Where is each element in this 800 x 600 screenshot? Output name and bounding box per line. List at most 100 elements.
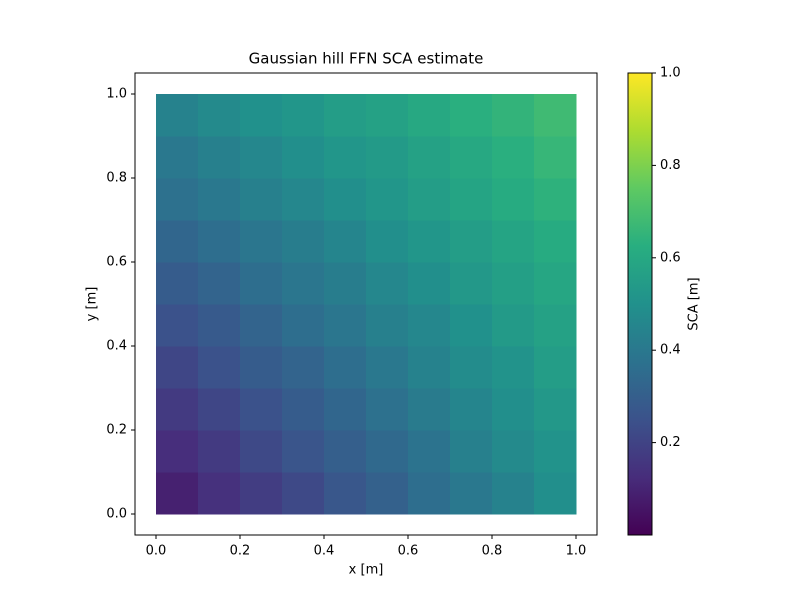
heatmap-cell bbox=[534, 136, 577, 179]
heatmap-cell bbox=[156, 94, 199, 137]
heatmap-cell bbox=[324, 388, 367, 431]
heatmap-cell bbox=[450, 304, 493, 347]
heatmap-cell bbox=[324, 178, 367, 221]
colorbar-tick-label: 0.6 bbox=[660, 250, 681, 265]
heatmap-cell bbox=[492, 430, 535, 473]
heatmap-cell bbox=[408, 94, 451, 137]
heatmap-cell bbox=[534, 346, 577, 389]
heatmap-cell bbox=[198, 346, 241, 389]
heatmap-cell bbox=[198, 262, 241, 305]
y-axis-label: y [m] bbox=[85, 287, 100, 322]
heatmap-cell bbox=[282, 220, 325, 263]
heatmap-cell bbox=[366, 178, 409, 221]
heatmap-cell bbox=[198, 430, 241, 473]
heatmap-cell bbox=[156, 430, 199, 473]
heatmap-cell bbox=[366, 94, 409, 137]
heatmap-cell bbox=[450, 136, 493, 179]
colorbar-tick-label: 1.0 bbox=[660, 66, 681, 81]
colorbar-tick-label: 0.4 bbox=[660, 343, 681, 358]
heatmap-cell bbox=[240, 346, 283, 389]
chart-title: Gaussian hill FFN SCA estimate bbox=[249, 50, 484, 68]
colorbar bbox=[627, 72, 653, 536]
y-tick-label: 0.4 bbox=[106, 339, 127, 354]
heatmap-cell bbox=[366, 304, 409, 347]
heatmap-cell bbox=[534, 304, 577, 347]
heatmap-cell bbox=[282, 178, 325, 221]
heatmap-cell bbox=[492, 472, 535, 515]
heatmap-cell bbox=[198, 388, 241, 431]
heatmap-cell bbox=[408, 178, 451, 221]
heatmap-cell bbox=[534, 178, 577, 221]
heatmap-cell bbox=[408, 304, 451, 347]
y-tick-label: 0.6 bbox=[106, 255, 127, 270]
heatmap-cell bbox=[408, 430, 451, 473]
colorbar-tick-label: 0.8 bbox=[660, 158, 681, 173]
heatmap-cell bbox=[282, 430, 325, 473]
heatmap-cell bbox=[324, 346, 367, 389]
heatmap-cell bbox=[492, 388, 535, 431]
heatmap-cell bbox=[450, 94, 493, 137]
heatmap-cell bbox=[240, 136, 283, 179]
y-tick-label: 0.2 bbox=[106, 423, 127, 438]
heatmap-cell bbox=[156, 178, 199, 221]
heatmap-cell bbox=[198, 220, 241, 263]
heatmap-cell bbox=[366, 220, 409, 263]
x-tick-label: 0.4 bbox=[314, 544, 335, 559]
heatmap-cell bbox=[366, 472, 409, 515]
heatmap-cell bbox=[408, 388, 451, 431]
heatmap-cell bbox=[324, 136, 367, 179]
heatmap-cell bbox=[450, 472, 493, 515]
x-axis-label: x [m] bbox=[349, 563, 384, 578]
heatmap-cell bbox=[450, 346, 493, 389]
heatmap-cell bbox=[282, 304, 325, 347]
heatmap-cell bbox=[492, 304, 535, 347]
heatmap-cell bbox=[534, 262, 577, 305]
y-tick-label: 1.0 bbox=[106, 87, 127, 102]
x-tick-label: 0.0 bbox=[146, 544, 167, 559]
heatmap-cell bbox=[324, 304, 367, 347]
heatmap-cell bbox=[450, 430, 493, 473]
y-tick-label: 0.8 bbox=[106, 171, 127, 186]
heatmap-cell bbox=[282, 136, 325, 179]
heatmap-cell bbox=[282, 94, 325, 137]
colorbar-tick-label: 0.2 bbox=[660, 435, 681, 450]
heatmap-cell bbox=[156, 472, 199, 515]
heatmap-cell bbox=[408, 136, 451, 179]
heatmap-cell bbox=[198, 94, 241, 137]
heatmap-cell bbox=[282, 388, 325, 431]
heatmap-cell bbox=[324, 262, 367, 305]
heatmap-cell bbox=[408, 472, 451, 515]
heatmap-cell bbox=[156, 220, 199, 263]
heatmap-cell bbox=[366, 388, 409, 431]
heatmap-cell bbox=[198, 178, 241, 221]
heatmap-cell bbox=[492, 94, 535, 137]
heatmap-cell bbox=[534, 94, 577, 137]
heatmap-cell bbox=[534, 220, 577, 263]
axes-frame bbox=[134, 72, 598, 536]
x-tick-label: 0.6 bbox=[398, 544, 419, 559]
heatmap-cell bbox=[240, 388, 283, 431]
heatmap-cell bbox=[450, 388, 493, 431]
heatmap-cell bbox=[324, 94, 367, 137]
heatmap-cell bbox=[324, 430, 367, 473]
heatmap-cell bbox=[198, 136, 241, 179]
heatmap-cell bbox=[240, 220, 283, 263]
heatmap-cell bbox=[240, 178, 283, 221]
heatmap-cell bbox=[156, 262, 199, 305]
heatmap-cell bbox=[366, 430, 409, 473]
heatmap-cell bbox=[366, 136, 409, 179]
heatmap-cell bbox=[324, 220, 367, 263]
x-tick-label: 0.2 bbox=[230, 544, 251, 559]
heatmap-cell bbox=[240, 472, 283, 515]
heatmap-cell bbox=[492, 136, 535, 179]
heatmap-cell bbox=[492, 220, 535, 263]
heatmap-cell bbox=[492, 346, 535, 389]
x-tick-label: 1.0 bbox=[566, 544, 587, 559]
heatmap-cell bbox=[450, 220, 493, 263]
heatmap-cell bbox=[282, 346, 325, 389]
colorbar-label: SCA [m] bbox=[687, 277, 702, 330]
heatmap-cell bbox=[240, 262, 283, 305]
heatmap-cell bbox=[240, 94, 283, 137]
heatmap-cell bbox=[534, 430, 577, 473]
